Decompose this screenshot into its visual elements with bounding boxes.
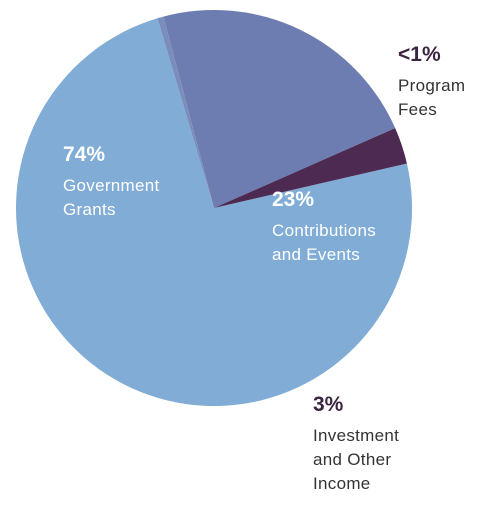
label-government-grants-line1: Government xyxy=(63,175,160,195)
label-investment-income-line1: Investment xyxy=(313,425,400,445)
label-program-fees-line2: Fees xyxy=(398,99,437,119)
label-investment-income-percent: 3% xyxy=(313,393,344,416)
slice-investment-income xyxy=(214,128,407,208)
label-program-fees: <1% Program Fees xyxy=(398,40,465,122)
label-government-grants: 74% Government Grants xyxy=(63,140,160,222)
label-contributions-events: 23% Contributions and Events xyxy=(272,185,376,267)
label-investment-income-line3: Income xyxy=(313,474,371,494)
slice-government-grants xyxy=(16,18,413,406)
label-contributions-events-line2: and Events xyxy=(272,244,361,264)
label-investment-income-line2: and Other xyxy=(313,449,392,469)
label-program-fees-percent: <1% xyxy=(398,43,441,66)
label-contributions-events-percent: 23% xyxy=(272,188,315,211)
label-contributions-events-line1: Contributions xyxy=(272,220,377,240)
slice-contributions-events xyxy=(163,10,396,209)
slice-program-fees xyxy=(157,16,214,208)
label-program-fees-line1: Program xyxy=(398,75,466,95)
label-government-grants-percent: 74% xyxy=(63,143,106,166)
label-investment-income: 3% Investment and Other Income xyxy=(313,390,399,496)
label-government-grants-line2: Grants xyxy=(63,199,116,219)
